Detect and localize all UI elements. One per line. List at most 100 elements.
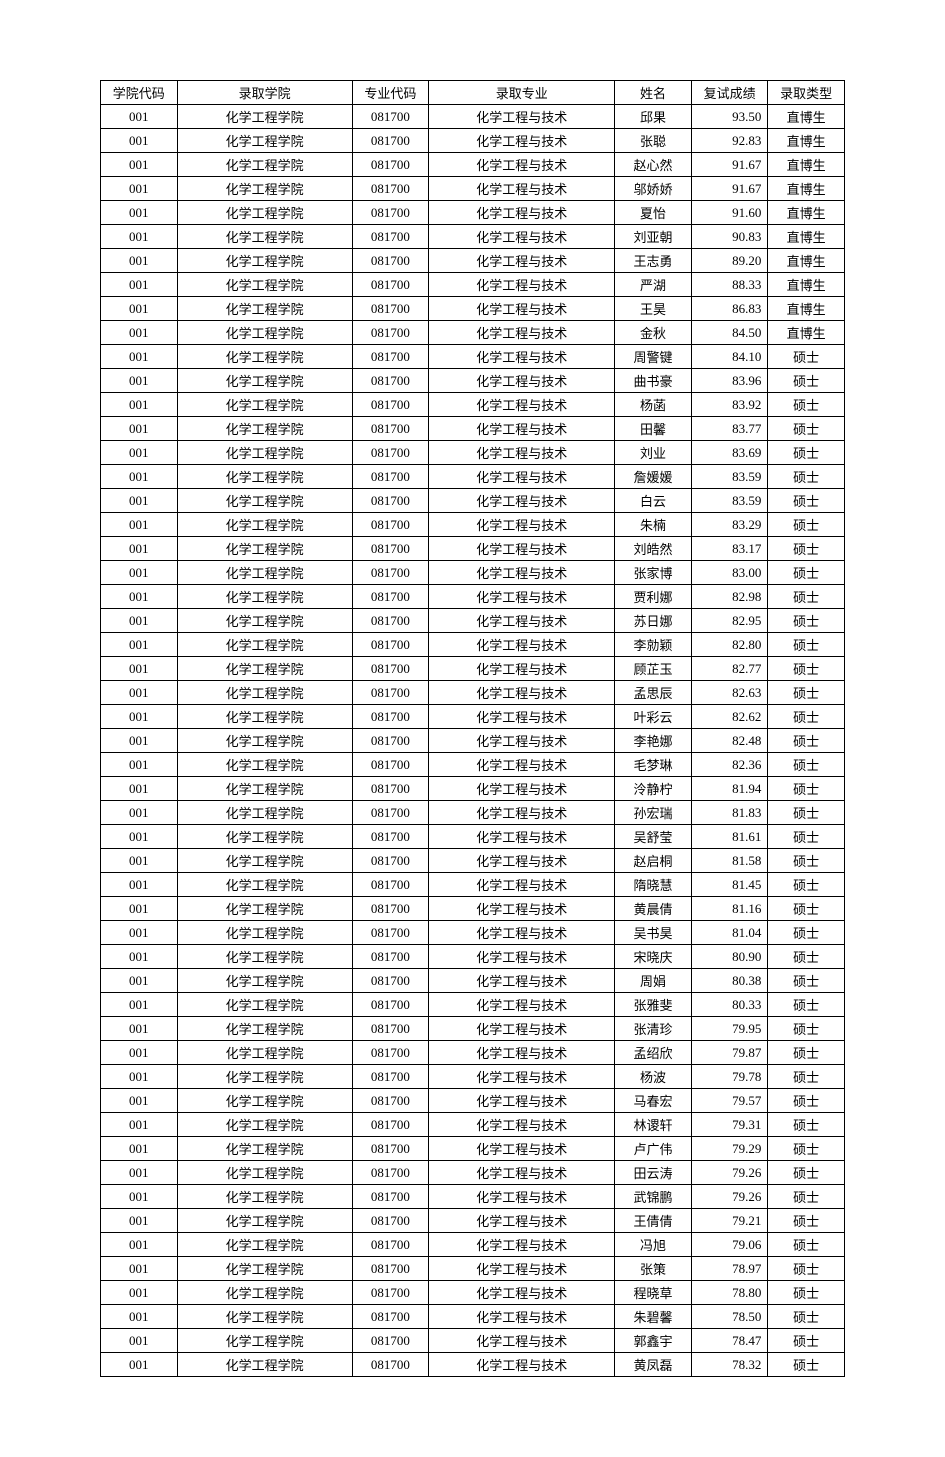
cell-school-name: 化学工程学院 [177, 177, 352, 201]
cell-school-code: 001 [101, 1233, 178, 1257]
cell-major-code: 081700 [352, 585, 429, 609]
cell-major-name: 化学工程与技术 [429, 441, 615, 465]
cell-score: 82.98 [691, 585, 768, 609]
cell-admit-type: 硕士 [768, 417, 845, 441]
cell-major-code: 081700 [352, 1329, 429, 1353]
table-row: 001化学工程学院081700化学工程与技术毛梦琳82.36硕士 [101, 753, 845, 777]
cell-school-code: 001 [101, 1113, 178, 1137]
cell-school-code: 001 [101, 153, 178, 177]
cell-student-name: 苏日娜 [615, 609, 692, 633]
cell-major-code: 081700 [352, 465, 429, 489]
cell-score: 78.97 [691, 1257, 768, 1281]
cell-score: 84.50 [691, 321, 768, 345]
cell-school-code: 001 [101, 345, 178, 369]
col-header-major-code: 专业代码 [352, 81, 429, 105]
cell-school-code: 001 [101, 465, 178, 489]
cell-school-code: 001 [101, 1017, 178, 1041]
cell-major-code: 081700 [352, 945, 429, 969]
cell-score: 80.33 [691, 993, 768, 1017]
cell-score: 78.50 [691, 1305, 768, 1329]
cell-major-name: 化学工程与技术 [429, 1281, 615, 1305]
cell-student-name: 刘亚朝 [615, 225, 692, 249]
cell-admit-type: 硕士 [768, 1161, 845, 1185]
table-row: 001化学工程学院081700化学工程与技术杨波79.78硕士 [101, 1065, 845, 1089]
cell-school-name: 化学工程学院 [177, 873, 352, 897]
cell-admit-type: 硕士 [768, 1137, 845, 1161]
cell-student-name: 夏怡 [615, 201, 692, 225]
cell-school-name: 化学工程学院 [177, 249, 352, 273]
table-row: 001化学工程学院081700化学工程与技术孙宏瑞81.83硕士 [101, 801, 845, 825]
cell-student-name: 吴书昊 [615, 921, 692, 945]
cell-student-name: 黄晨倩 [615, 897, 692, 921]
cell-major-name: 化学工程与技术 [429, 705, 615, 729]
cell-school-code: 001 [101, 1041, 178, 1065]
cell-major-code: 081700 [352, 249, 429, 273]
cell-major-code: 081700 [352, 873, 429, 897]
cell-major-name: 化学工程与技术 [429, 1065, 615, 1089]
cell-school-name: 化学工程学院 [177, 801, 352, 825]
cell-school-code: 001 [101, 849, 178, 873]
cell-student-name: 邬娇娇 [615, 177, 692, 201]
table-row: 001化学工程学院081700化学工程与技术邱果93.50直博生 [101, 105, 845, 129]
table-row: 001化学工程学院081700化学工程与技术张聪92.83直博生 [101, 129, 845, 153]
cell-school-name: 化学工程学院 [177, 393, 352, 417]
cell-score: 90.83 [691, 225, 768, 249]
cell-school-name: 化学工程学院 [177, 225, 352, 249]
cell-school-code: 001 [101, 609, 178, 633]
cell-admit-type: 硕士 [768, 1353, 845, 1377]
cell-score: 81.04 [691, 921, 768, 945]
cell-major-code: 081700 [352, 1233, 429, 1257]
cell-school-name: 化学工程学院 [177, 1233, 352, 1257]
cell-major-code: 081700 [352, 177, 429, 201]
cell-major-name: 化学工程与技术 [429, 273, 615, 297]
cell-school-code: 001 [101, 201, 178, 225]
cell-admit-type: 硕士 [768, 369, 845, 393]
cell-score: 81.16 [691, 897, 768, 921]
cell-admit-type: 硕士 [768, 705, 845, 729]
cell-score: 83.00 [691, 561, 768, 585]
cell-school-code: 001 [101, 321, 178, 345]
cell-student-name: 杨菡 [615, 393, 692, 417]
cell-school-name: 化学工程学院 [177, 1065, 352, 1089]
cell-student-name: 卢广伟 [615, 1137, 692, 1161]
table-row: 001化学工程学院081700化学工程与技术程晓草78.80硕士 [101, 1281, 845, 1305]
cell-student-name: 郭鑫宇 [615, 1329, 692, 1353]
cell-school-name: 化学工程学院 [177, 105, 352, 129]
table-row: 001化学工程学院081700化学工程与技术贾利娜82.98硕士 [101, 585, 845, 609]
cell-admit-type: 硕士 [768, 1185, 845, 1209]
cell-student-name: 孟绍欣 [615, 1041, 692, 1065]
cell-score: 83.96 [691, 369, 768, 393]
cell-major-name: 化学工程与技术 [429, 681, 615, 705]
cell-student-name: 张聪 [615, 129, 692, 153]
cell-admit-type: 硕士 [768, 345, 845, 369]
cell-major-name: 化学工程与技术 [429, 225, 615, 249]
cell-student-name: 宋晓庆 [615, 945, 692, 969]
cell-school-name: 化学工程学院 [177, 825, 352, 849]
cell-score: 83.69 [691, 441, 768, 465]
cell-major-code: 081700 [352, 1113, 429, 1137]
cell-major-name: 化学工程与技术 [429, 1185, 615, 1209]
cell-major-code: 081700 [352, 1041, 429, 1065]
cell-major-code: 081700 [352, 1089, 429, 1113]
cell-student-name: 马春宏 [615, 1089, 692, 1113]
cell-major-name: 化学工程与技术 [429, 585, 615, 609]
cell-school-code: 001 [101, 561, 178, 585]
cell-school-code: 001 [101, 945, 178, 969]
table-row: 001化学工程学院081700化学工程与技术夏怡91.60直博生 [101, 201, 845, 225]
cell-admit-type: 直博生 [768, 105, 845, 129]
header-row: 学院代码 录取学院 专业代码 录取专业 姓名 复试成绩 录取类型 [101, 81, 845, 105]
cell-major-code: 081700 [352, 1353, 429, 1377]
table-row: 001化学工程学院081700化学工程与技术武锦鹏79.26硕士 [101, 1185, 845, 1209]
cell-school-name: 化学工程学院 [177, 201, 352, 225]
cell-student-name: 白云 [615, 489, 692, 513]
cell-major-name: 化学工程与技术 [429, 1017, 615, 1041]
cell-major-name: 化学工程与技术 [429, 921, 615, 945]
cell-major-name: 化学工程与技术 [429, 201, 615, 225]
cell-major-code: 081700 [352, 849, 429, 873]
cell-student-name: 叶彩云 [615, 705, 692, 729]
cell-student-name: 赵心然 [615, 153, 692, 177]
cell-student-name: 王倩倩 [615, 1209, 692, 1233]
cell-major-code: 081700 [352, 225, 429, 249]
cell-student-name: 孙宏瑞 [615, 801, 692, 825]
cell-major-code: 081700 [352, 729, 429, 753]
